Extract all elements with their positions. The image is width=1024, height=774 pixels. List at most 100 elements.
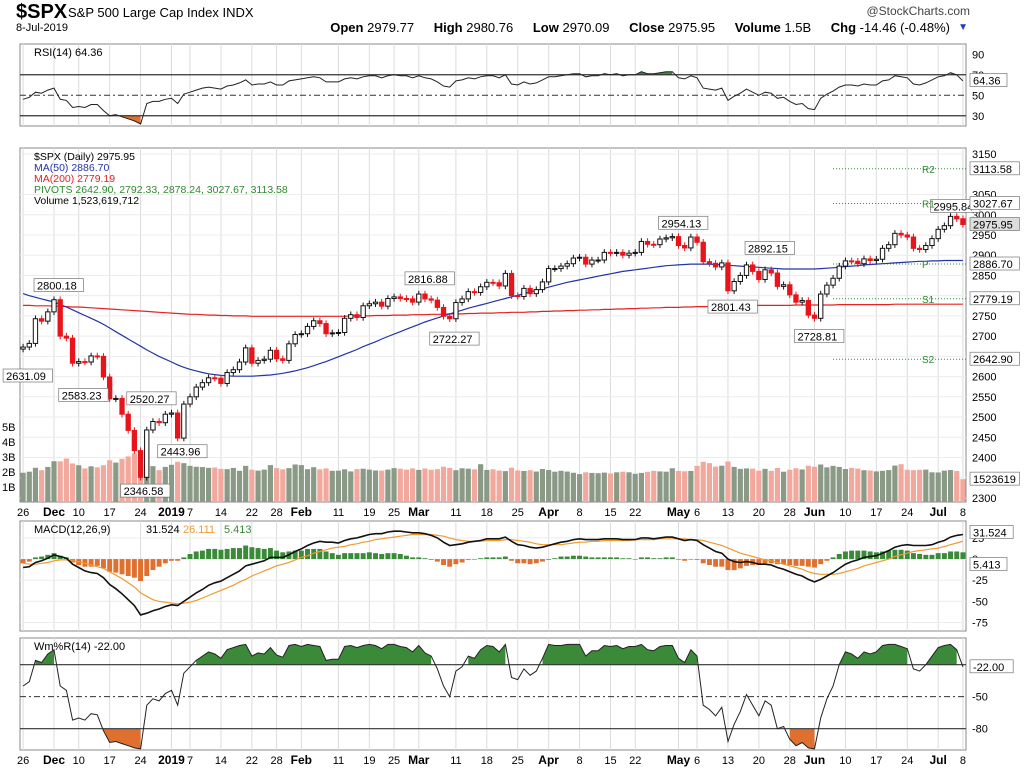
candle-body (82, 361, 88, 364)
candle-body (32, 318, 39, 344)
volume-bar (737, 468, 743, 502)
macd-histogram-bar (509, 559, 515, 561)
candle-body (644, 240, 651, 245)
volume-bar (502, 471, 508, 502)
date-tick-label: 13 (722, 755, 734, 767)
candle-body (855, 260, 861, 265)
price-annotation: 2443.96 (161, 447, 201, 459)
willr-legend: Wm%R(14) -22.00 (34, 641, 125, 653)
volume-bar (564, 471, 570, 502)
candle-body (484, 281, 490, 288)
volume-bar (57, 461, 63, 502)
candle-body (267, 349, 274, 360)
volume-bar (82, 468, 88, 502)
candle-body (137, 450, 144, 478)
candle-body (113, 397, 119, 400)
price-tick-label: 2850 (972, 270, 996, 282)
macd-histogram-bar (583, 556, 589, 560)
candle-body (552, 268, 558, 271)
macd-histogram-bar (311, 548, 317, 560)
macd-histogram-bar (453, 559, 459, 565)
price-legend-entry: MA(200) 2779.19 (34, 173, 115, 185)
price-tick-label: 2300 (972, 493, 996, 505)
macd-legend-label: MACD(12,26,9) (34, 524, 110, 536)
willr-overbought-fill (196, 644, 432, 665)
macd-histogram-bar (478, 558, 484, 560)
price-annotation-box (58, 388, 109, 402)
volume-bar (181, 463, 187, 502)
volume-bar (119, 458, 125, 502)
price-tick-label: 2550 (972, 392, 996, 404)
candle-body (663, 237, 669, 240)
volume-bar (947, 470, 954, 502)
price-annotation: 2800.18 (37, 281, 77, 293)
volume-bar (929, 472, 935, 502)
volume-bar (700, 461, 706, 502)
volume-bar (849, 467, 855, 502)
macd-histogram-bar (515, 559, 521, 564)
candle-body (861, 258, 867, 265)
macd-histogram-bar (428, 559, 434, 560)
date-tick-label: Jun (804, 505, 825, 519)
volume-bar (663, 471, 669, 502)
macd-histogram-bar (941, 553, 947, 560)
volume-bar (756, 470, 762, 502)
candle-body (527, 287, 533, 295)
volume-bar (910, 470, 917, 502)
volume-bar (261, 469, 267, 502)
volume-bar (675, 470, 682, 502)
candle-body (910, 236, 917, 249)
macd-histogram-bar (935, 553, 941, 560)
price-annotation: 2892.15 (748, 243, 788, 255)
date-tick-label: 2019 (158, 753, 185, 767)
willr-frame (19, 637, 967, 751)
volume-bar (391, 468, 397, 502)
candle-body (886, 244, 892, 249)
pivot-value-tag-box (969, 351, 1020, 366)
macd-histogram-value-tag-box (969, 557, 1008, 571)
macd-histogram-bar (119, 559, 125, 575)
pivot-value-tag: 2642.90 (973, 354, 1013, 366)
high-value: 2980.76 (466, 20, 514, 35)
macd-histogram-bar (342, 553, 348, 560)
macd-histogram-bar (781, 559, 787, 565)
stockcharts-credit[interactable]: @StockCharts.com (866, 4, 970, 18)
date-tick-label: 19 (363, 755, 375, 767)
pivot-label: R2 (922, 165, 935, 176)
rsi-tick-label: 90 (972, 49, 984, 61)
macd-histogram-bar (88, 559, 94, 567)
willr-oversold-fill (789, 728, 815, 749)
candle-body (941, 225, 948, 230)
price-annotation: 2816.88 (408, 274, 448, 286)
date-tick-label: 22 (629, 507, 641, 519)
candle-body (38, 318, 45, 322)
volume-bar (292, 464, 298, 502)
volume-bar (762, 468, 768, 502)
date-tick-label: 15 (604, 507, 616, 519)
macd-histogram-bar (558, 556, 564, 560)
price-annotation: 2728.81 (798, 331, 838, 343)
volume-bar (335, 470, 342, 502)
price-annotation: 2583.23 (62, 390, 102, 402)
date-tick-label: 22 (629, 755, 641, 767)
macd-histogram-bar (373, 553, 378, 560)
candle-body (434, 299, 441, 308)
volume-bar (750, 468, 756, 502)
volume-bar (527, 470, 533, 502)
volume-bar (781, 471, 787, 502)
candle-body (199, 382, 206, 388)
candle-body (669, 236, 675, 239)
volume-bar (508, 467, 515, 502)
volume-bar (249, 469, 255, 502)
volume-bar (886, 470, 892, 502)
candle-body (657, 238, 663, 246)
date-tick-label: 26 (17, 755, 29, 767)
macd-histogram-bar (416, 557, 422, 560)
macd-histogram-bar (799, 559, 805, 566)
volume-bar (558, 470, 564, 502)
macd-histogram-bar (496, 557, 502, 560)
date-tick-label: Jun (804, 753, 825, 767)
candle-body (440, 306, 447, 317)
volume-bar (496, 470, 502, 502)
